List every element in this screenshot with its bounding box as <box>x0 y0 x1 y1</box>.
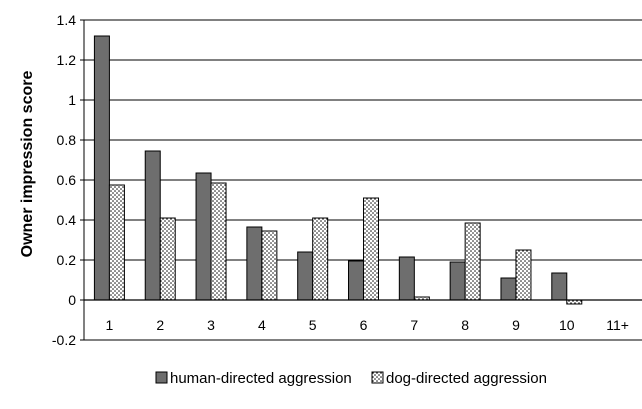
bar-human-directed <box>449 261 466 301</box>
x-tick-label: 11+ <box>606 317 629 333</box>
bar-dog-directed <box>108 184 125 301</box>
y-tick-label: 0.8 <box>57 132 77 148</box>
y-tick-labels: -0.2 0 0.2 0.4 0.6 0.8 1 1.2 1.4 <box>52 12 84 348</box>
bar-human-directed <box>500 277 517 301</box>
legend: human-directed aggression dog-directed ag… <box>155 370 547 387</box>
bar-human-directed <box>93 35 110 301</box>
legend-swatch <box>155 371 168 384</box>
x-tick-label: 9 <box>512 317 520 333</box>
bar-human-directed <box>398 256 415 301</box>
bar-dog-directed <box>363 197 380 301</box>
legend-label: human-directed aggression <box>170 370 352 387</box>
legend-label: dog-directed aggression <box>386 370 547 387</box>
y-tick-label: 0.6 <box>57 172 77 188</box>
x-tick-label: 4 <box>258 317 266 333</box>
y-tick-label: 0.4 <box>57 212 77 228</box>
bar-human-directed <box>551 272 568 301</box>
bar-dog-directed <box>515 249 532 301</box>
y-tick-label: 1.4 <box>57 12 77 28</box>
bars <box>93 35 583 305</box>
x-tick-label: 3 <box>207 317 215 333</box>
x-tick-label: 7 <box>410 317 418 333</box>
bar-human-directed <box>348 260 365 301</box>
y-tick-label: 0 <box>68 292 76 308</box>
bar-dog-directed <box>210 182 227 301</box>
x-tick-label: 5 <box>309 317 317 333</box>
y-tick-label: 1 <box>68 92 76 108</box>
x-tick-labels: 1 2 3 4 5 6 7 8 9 10 11+ <box>106 317 629 333</box>
bar-dog-directed <box>464 222 481 301</box>
x-tick-label: 2 <box>156 317 164 333</box>
y-tick-label: 1.2 <box>57 52 77 68</box>
bar-dog-directed <box>312 217 329 301</box>
bar-human-directed <box>195 172 212 301</box>
x-tick-label: 10 <box>559 317 575 333</box>
y-tick-label: 0.2 <box>57 252 77 268</box>
bar-human-directed <box>246 226 263 301</box>
y-tick-label: -0.2 <box>52 332 76 348</box>
legend-swatch <box>371 371 384 384</box>
x-tick-label: 1 <box>106 317 114 333</box>
x-tick-label: 8 <box>461 317 469 333</box>
bar-human-directed <box>144 150 161 301</box>
bar-dog-directed <box>159 217 176 301</box>
bar-human-directed <box>297 251 314 301</box>
x-tick-label: 6 <box>360 317 368 333</box>
y-axis-title: Owner impression score <box>19 71 36 258</box>
bar-dog-directed <box>261 230 278 301</box>
